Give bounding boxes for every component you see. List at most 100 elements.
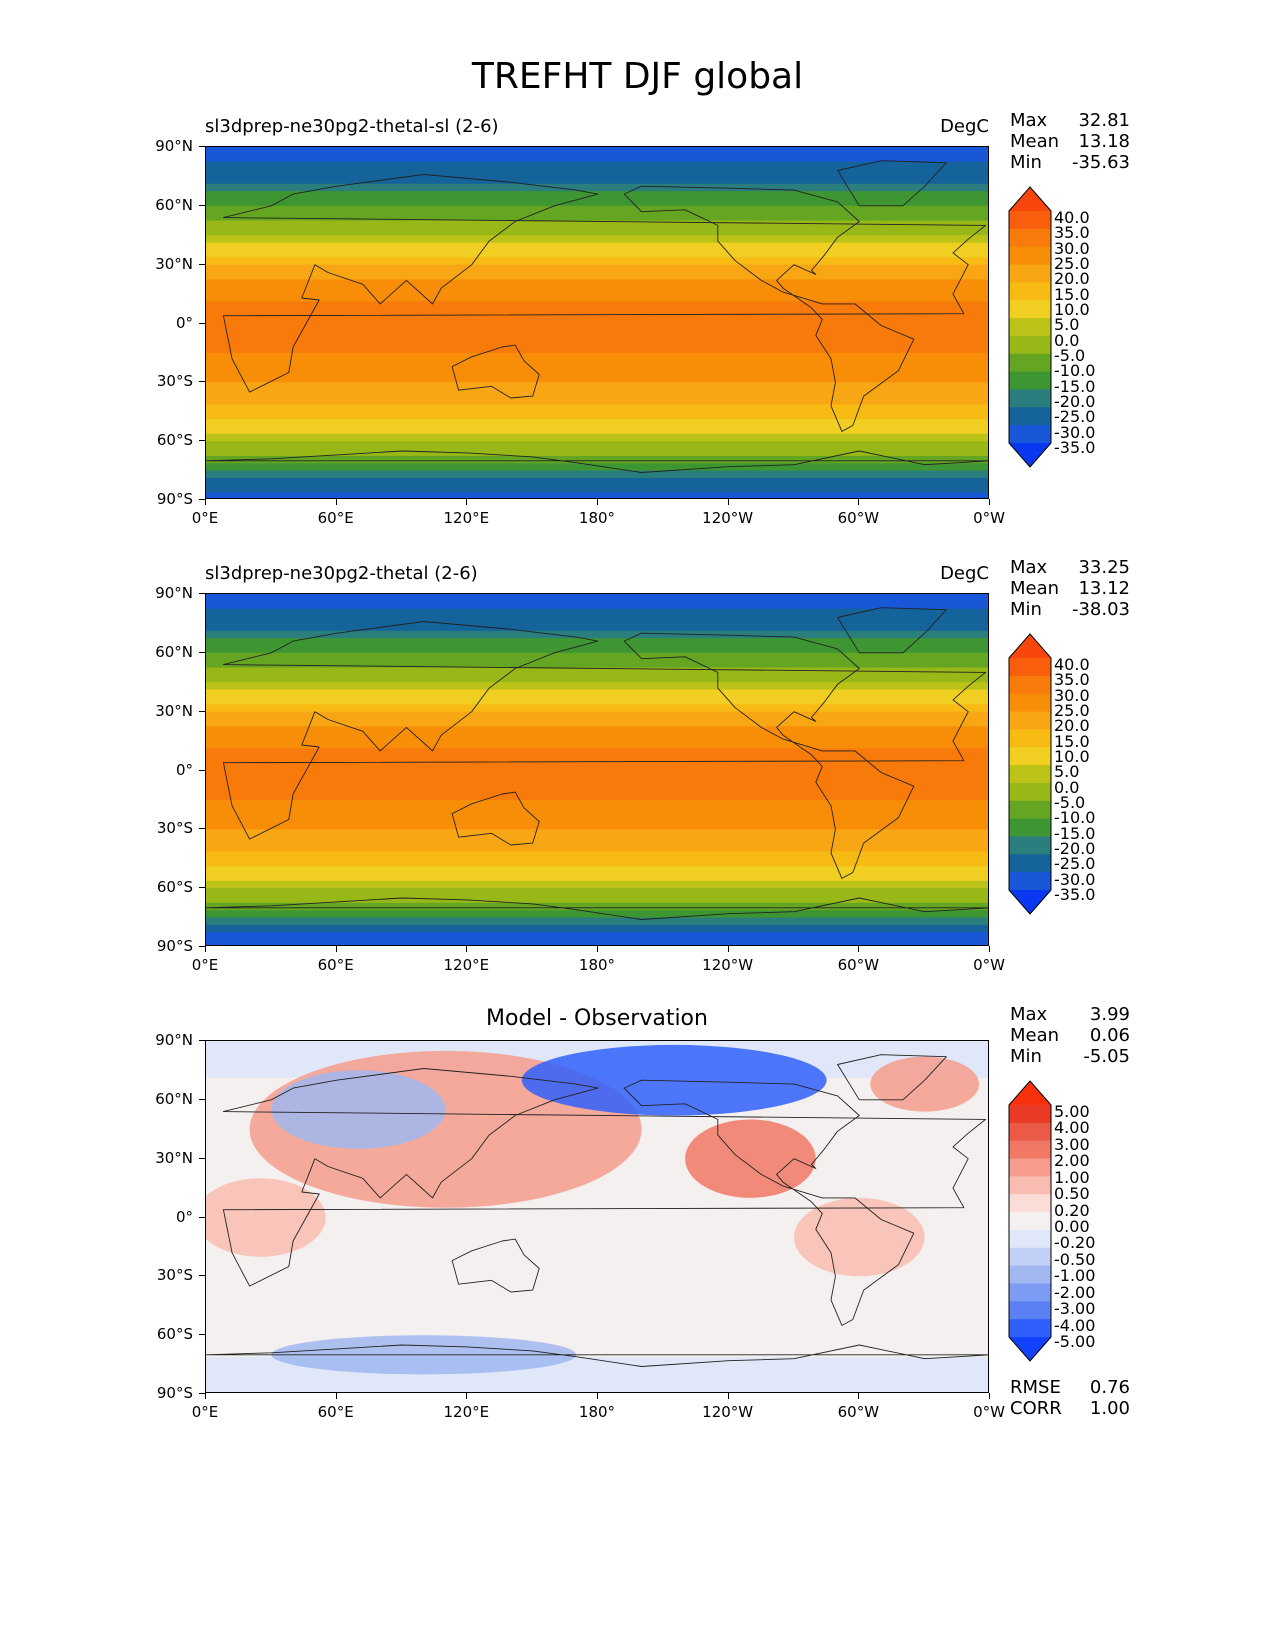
field-band: [206, 198, 988, 207]
field-band: [206, 389, 988, 398]
field-band: [206, 1063, 988, 1072]
field-band: [206, 1371, 988, 1380]
field-band: [206, 888, 988, 897]
field-band: [206, 939, 988, 945]
colorbar-tick-label: -5.0: [1054, 793, 1086, 812]
colorbar-segment: [1009, 1105, 1051, 1124]
colorbar-tick-label: 30.0: [1054, 685, 1090, 705]
map-field: [206, 1041, 988, 1392]
field-band: [206, 448, 988, 457]
coastline: [206, 897, 988, 920]
colorbar-tick-label: -35.0: [1054, 438, 1096, 457]
colorbar-tick-label: -30.0: [1054, 422, 1096, 442]
colorbar-extend-max: [1009, 634, 1051, 658]
stat-max: Max 33.25: [1010, 557, 1130, 579]
colorbar-tick-label: 35.0: [1054, 223, 1090, 243]
field-band: [206, 630, 988, 639]
field-band: [206, 821, 988, 830]
colorbar-tick-label: -15.0: [1054, 376, 1096, 396]
x-tick-label: 120°W: [702, 509, 754, 527]
colorbar-tick-label: -10.0: [1054, 361, 1096, 381]
units-label: DegC: [940, 563, 989, 584]
field-band: [206, 1151, 988, 1160]
coastline: [222, 1068, 987, 1287]
anomaly-patch: [206, 1178, 326, 1257]
x-tick-label: 120°W: [702, 956, 754, 974]
field-band: [206, 741, 988, 750]
colorbar-segment: [1009, 246, 1051, 266]
map-plot: [205, 593, 989, 946]
field-band: [206, 829, 988, 838]
x-tick-mark: [466, 1393, 468, 1399]
colorbar-tick-label: 4.00: [1054, 1118, 1090, 1138]
field-band: [206, 1379, 988, 1388]
stat-max: Max 32.81: [1010, 110, 1130, 132]
y-tick-label: 30°N: [155, 1148, 193, 1167]
field-band: [206, 1092, 988, 1101]
colorbar-segment: [1009, 1283, 1051, 1302]
field-band: [206, 419, 988, 428]
field-band: [206, 645, 988, 654]
colorbar-tick-label: 0.50: [1054, 1184, 1090, 1204]
field-band: [206, 799, 988, 808]
field-band: [206, 1246, 988, 1255]
field-band: [206, 1335, 988, 1344]
colorbar-segment: [1009, 675, 1051, 695]
colorbar-outline: [1008, 633, 1052, 915]
coastline: [451, 791, 540, 846]
colorbar-tick-label: 30.0: [1054, 238, 1090, 258]
y-tick-mark: [199, 322, 205, 324]
coastline: [837, 160, 947, 207]
field-band: [206, 1276, 988, 1285]
field-band: [206, 227, 988, 236]
colorbar-segment: [1009, 264, 1051, 283]
panel-title: Model - Observation: [486, 1006, 708, 1031]
colorbar-segment: [1009, 1301, 1051, 1320]
x-tick-label: 180°: [578, 956, 616, 974]
anomaly-patch: [870, 1056, 980, 1112]
colorbar-segment: [1009, 425, 1051, 444]
colorbar-tick-label: 0.0: [1054, 330, 1080, 350]
colorbar-tick-label: -25.0: [1054, 407, 1096, 427]
y-tick-mark: [199, 1393, 205, 1394]
colorbar: [1008, 186, 1052, 468]
x-tick-label: 120°E: [443, 509, 490, 527]
x-tick-mark: [335, 946, 337, 952]
field-band: [206, 814, 988, 823]
field-band: [206, 191, 988, 200]
field-band: [206, 264, 988, 273]
x-tick-label: 120°E: [443, 1403, 490, 1421]
field-band: [206, 470, 988, 479]
coastline: [206, 450, 988, 473]
colorbar-segment: [1009, 407, 1051, 426]
y-tick-mark: [199, 263, 205, 265]
y-tick-mark: [199, 769, 205, 771]
stat-min: Min -5.05: [1010, 1046, 1130, 1068]
coastline: [623, 1079, 915, 1326]
field-band: [206, 660, 988, 669]
y-tick-label: 30°S: [156, 819, 193, 838]
field-band: [206, 785, 988, 794]
colorbar-segment: [1009, 389, 1051, 408]
field-band: [206, 154, 988, 163]
stat-label: CORR: [1010, 1398, 1062, 1419]
y-tick-label: 30°N: [155, 254, 193, 273]
stat-max: Max 3.99: [1010, 1004, 1130, 1026]
colorbar-tick-label: 0.20: [1054, 1200, 1090, 1220]
field-band: [206, 161, 988, 170]
coastline: [837, 607, 947, 654]
x-tick-mark: [727, 1393, 729, 1399]
field-band: [206, 616, 988, 625]
colorbar-extend-max: [1009, 1081, 1051, 1105]
y-tick-mark: [199, 1334, 205, 1336]
stat-mean: Mean 0.06: [1010, 1025, 1130, 1047]
stat-min: Min -35.63: [1010, 152, 1130, 174]
field-band: [206, 1327, 988, 1336]
colorbar-tick-label: 25.0: [1054, 254, 1090, 273]
field-band: [206, 1041, 988, 1049]
colorbar-segment: [1009, 335, 1051, 355]
colorbar-segment: [1009, 765, 1051, 784]
field-band: [206, 1217, 988, 1226]
x-tick-mark: [466, 946, 468, 952]
